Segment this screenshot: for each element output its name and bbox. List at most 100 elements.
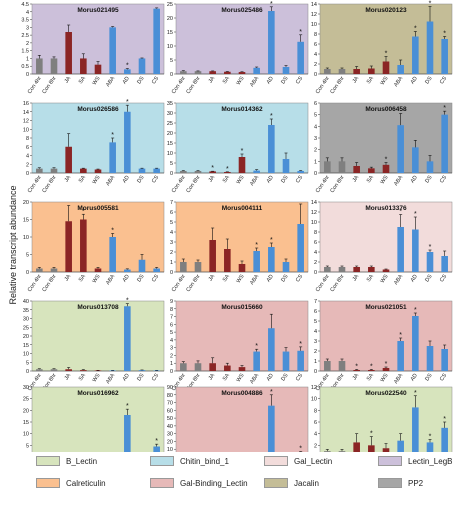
bar — [224, 172, 231, 173]
plot-background — [175, 3, 309, 75]
x-tick-label: ABA — [249, 372, 260, 385]
bar — [50, 268, 58, 272]
x-tick-label: DS — [280, 372, 289, 382]
y-tick-label: 3 — [26, 25, 29, 31]
x-tick-label: ABA — [249, 174, 260, 187]
bar — [209, 363, 216, 371]
y-tick-label: 10 — [167, 44, 173, 50]
x-tick-label: JA — [352, 372, 361, 381]
bar — [268, 328, 275, 371]
x-tick-label: DS — [136, 174, 145, 184]
bar — [180, 363, 187, 371]
y-tick-label: 12 — [311, 385, 317, 391]
x-tick-label: SA — [78, 372, 87, 382]
x-tick-label: JA — [352, 75, 361, 84]
y-tick-label: 14 — [311, 2, 317, 8]
bar — [297, 171, 304, 173]
bar — [224, 249, 231, 272]
y-tick-label: 10 — [23, 127, 29, 133]
y-tick-label: 6 — [314, 101, 317, 107]
legend-item: PP2 — [378, 478, 423, 488]
x-tick-label: WS — [92, 273, 102, 284]
x-tick-label: Con 8hr — [41, 274, 57, 294]
x-tick-label: DS — [280, 273, 289, 283]
bar — [180, 71, 187, 74]
y-tick-label: 15 — [167, 141, 173, 147]
bar — [441, 114, 448, 173]
chart-title: Morus020123 — [365, 7, 407, 14]
y-tick-label: 5 — [26, 360, 29, 366]
significance-star: * — [126, 403, 129, 410]
y-tick-label: 30 — [167, 111, 173, 117]
bar — [65, 369, 72, 371]
significance-star: * — [226, 166, 229, 173]
y-tick-label: 40 — [167, 424, 173, 430]
chart-title: Morus026586 — [77, 106, 119, 113]
bar — [268, 11, 275, 74]
x-tick-label: CS — [439, 75, 448, 85]
x-tick-label: JA — [352, 174, 361, 183]
bar — [124, 306, 131, 371]
y-tick-label: 6 — [314, 420, 317, 426]
chart-title: Morus022540 — [365, 390, 407, 397]
x-tick-label: Con 8hr — [185, 76, 201, 96]
y-tick-label: 5 — [26, 253, 29, 259]
bar — [94, 169, 102, 173]
y-tick-label: 20 — [23, 200, 29, 206]
x-tick-label: DS — [424, 372, 433, 382]
y-tick-label: 15 — [23, 218, 29, 224]
bar — [368, 168, 375, 173]
y-tick-label: 12 — [23, 119, 29, 125]
y-tick-label: 0 — [170, 369, 173, 375]
bar — [282, 67, 290, 74]
x-tick-label: SA — [78, 273, 87, 283]
significance-star: * — [370, 364, 373, 371]
y-tick-label: 25 — [167, 2, 173, 8]
y-tick-label: 1 — [314, 359, 317, 365]
bar — [282, 262, 290, 272]
y-tick-label: 4 — [170, 338, 173, 344]
y-tick-label: 5 — [26, 443, 29, 449]
x-tick-label: DS — [136, 75, 145, 85]
bar — [238, 264, 246, 272]
x-tick-label: Con 8hr — [185, 274, 201, 294]
bar — [412, 147, 419, 173]
significance-star: * — [126, 99, 129, 106]
bar — [153, 370, 160, 371]
y-tick-label: 0 — [26, 369, 29, 375]
x-tick-label: JA — [64, 273, 73, 282]
y-tick-label: 0 — [26, 270, 29, 276]
bar — [94, 268, 102, 272]
y-tick-label: 8 — [314, 408, 317, 414]
y-tick-label: 4 — [314, 329, 317, 335]
bar — [194, 262, 202, 272]
x-tick-label: CS — [439, 273, 448, 283]
significance-star: * — [443, 105, 446, 112]
significance-star: * — [255, 242, 258, 249]
x-tick-label: SA — [366, 372, 375, 382]
bar — [253, 170, 260, 173]
bar — [194, 71, 202, 74]
x-tick-label: ABA — [105, 75, 116, 88]
x-tick-label: ABA — [249, 273, 260, 286]
y-tick-label: 0 — [170, 72, 173, 78]
x-tick-label: WS — [92, 372, 102, 383]
significance-star: * — [155, 438, 158, 445]
bar — [324, 69, 331, 74]
y-tick-label: 5 — [314, 113, 317, 119]
bar — [209, 71, 216, 74]
y-tick-label: 4 — [170, 230, 173, 236]
bar — [324, 161, 331, 173]
chart-title: Morus016962 — [77, 390, 119, 397]
y-tick-label: 20 — [23, 408, 29, 414]
significance-star: * — [241, 148, 244, 155]
y-tick-label: 70 — [167, 401, 173, 407]
significance-star: * — [399, 209, 402, 216]
y-tick-label: 1 — [314, 159, 317, 165]
y-tick-label: 9 — [170, 299, 173, 305]
x-tick-label: JA — [208, 174, 217, 183]
plot-background — [175, 386, 309, 458]
y-tick-label: 90 — [167, 385, 173, 391]
significance-star: * — [299, 29, 302, 36]
y-tick-label: 30 — [167, 432, 173, 438]
